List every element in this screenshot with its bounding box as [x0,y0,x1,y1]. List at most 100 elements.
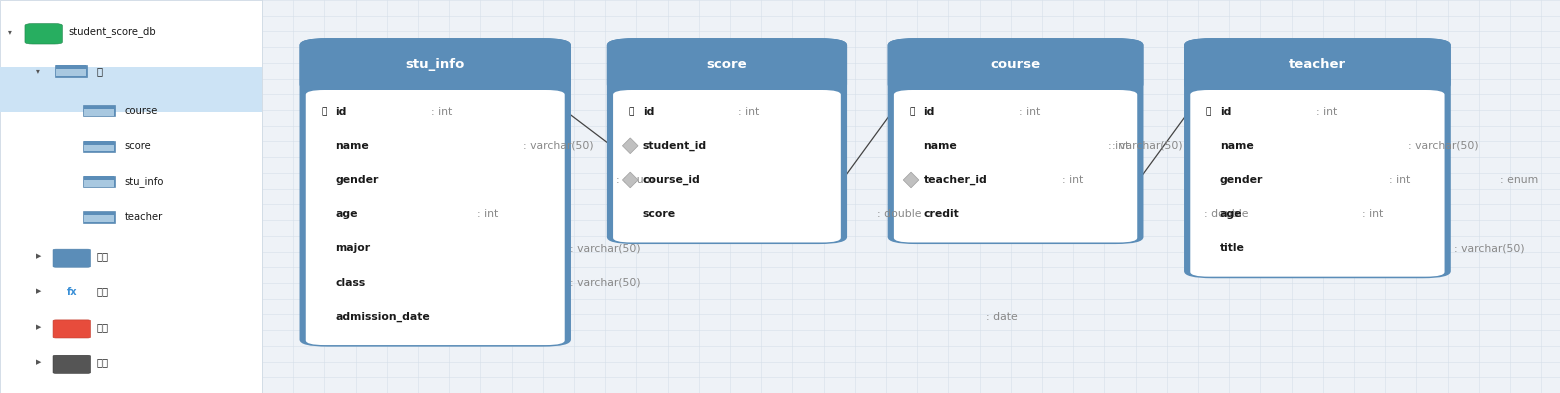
FancyBboxPatch shape [56,69,86,76]
Text: 🔑: 🔑 [629,107,633,116]
FancyBboxPatch shape [53,249,90,267]
FancyBboxPatch shape [1190,90,1445,277]
Text: 查询: 查询 [97,322,109,332]
FancyBboxPatch shape [53,320,90,338]
Text: : varchar(50): : varchar(50) [524,141,594,151]
Text: ▶: ▶ [36,253,41,259]
Text: 视图: 视图 [97,251,109,261]
Text: : int: : int [1388,175,1410,185]
Text: name: name [1220,141,1254,151]
FancyBboxPatch shape [0,0,262,393]
Text: ▾: ▾ [36,66,39,75]
Text: : int: : int [738,107,760,117]
FancyBboxPatch shape [1184,38,1451,92]
FancyBboxPatch shape [888,38,1143,92]
Text: course_id: course_id [643,175,700,185]
FancyBboxPatch shape [83,176,115,187]
Text: age: age [1220,209,1242,219]
FancyBboxPatch shape [84,109,114,116]
Text: score: score [643,209,675,219]
Text: 🔑: 🔑 [909,107,914,116]
Text: fx: fx [67,286,76,297]
FancyBboxPatch shape [55,65,87,77]
Text: ▶: ▶ [36,288,41,295]
Text: 🔑: 🔑 [321,107,326,116]
Text: 函数: 函数 [97,286,109,297]
Text: name: name [924,141,958,151]
Text: score: score [125,141,151,151]
Text: admission_date: admission_date [335,312,431,322]
Text: : double: : double [1204,209,1248,219]
Text: course: course [991,58,1041,72]
Text: 🔑: 🔑 [1206,107,1211,116]
Text: : int: : int [477,209,499,219]
Text: : varchar(50): : varchar(50) [1454,243,1524,253]
Polygon shape [622,138,638,154]
Text: gender: gender [335,175,379,185]
Text: title: title [1220,243,1245,253]
Text: : date: : date [986,312,1017,322]
FancyBboxPatch shape [25,24,62,44]
Text: : int: : int [1315,107,1337,117]
Text: credit: credit [924,209,959,219]
FancyBboxPatch shape [0,67,262,112]
Text: ▾: ▾ [8,27,11,36]
FancyBboxPatch shape [1184,38,1451,278]
Text: 表: 表 [97,66,103,76]
FancyBboxPatch shape [56,65,86,69]
FancyBboxPatch shape [84,215,114,222]
Text: student_id: student_id [643,141,707,151]
Text: : int: : int [1019,107,1041,117]
Text: score: score [707,58,747,72]
Text: stu_info: stu_info [406,58,465,72]
FancyBboxPatch shape [84,145,114,151]
Text: id: id [335,107,346,117]
FancyBboxPatch shape [83,105,115,116]
FancyBboxPatch shape [607,38,847,92]
Text: : enum: : enum [1501,175,1538,185]
FancyBboxPatch shape [84,180,114,187]
Polygon shape [622,172,638,188]
Text: id: id [1220,107,1231,117]
Polygon shape [903,172,919,188]
Text: teacher_id: teacher_id [924,175,987,185]
FancyBboxPatch shape [84,212,114,215]
Text: gender: gender [1220,175,1264,185]
Text: : varchar(50): : varchar(50) [1409,141,1479,151]
Text: : int: : int [1062,175,1083,185]
Text: teacher: teacher [125,212,164,222]
FancyBboxPatch shape [613,90,841,242]
Text: : varchar(50): : varchar(50) [569,277,640,288]
Text: id: id [643,107,654,117]
Text: 备份: 备份 [97,357,109,367]
Text: : varchar(50): : varchar(50) [569,243,640,253]
Text: age: age [335,209,357,219]
Text: ▶: ▶ [36,324,41,330]
FancyBboxPatch shape [300,38,571,347]
Text: id: id [924,107,934,117]
Text: : varchar(50): : varchar(50) [1112,141,1182,151]
Text: : int: : int [1108,141,1129,151]
FancyBboxPatch shape [53,355,90,373]
FancyBboxPatch shape [83,211,115,222]
Text: : int: : int [431,107,452,117]
FancyBboxPatch shape [306,90,565,345]
FancyBboxPatch shape [300,38,571,92]
Text: teacher: teacher [1289,58,1346,72]
Text: : double: : double [877,209,922,219]
Text: course: course [125,106,158,116]
FancyBboxPatch shape [84,141,114,145]
Text: ▶: ▶ [36,359,41,365]
FancyBboxPatch shape [888,38,1143,244]
Text: name: name [335,141,370,151]
Text: : enum: : enum [616,175,654,185]
Text: major: major [335,243,371,253]
FancyBboxPatch shape [84,176,114,180]
Text: class: class [335,277,365,288]
Text: stu_info: stu_info [125,176,164,187]
FancyBboxPatch shape [83,141,115,152]
Text: : int: : int [1362,209,1384,219]
FancyBboxPatch shape [894,90,1137,242]
FancyBboxPatch shape [84,106,114,109]
FancyBboxPatch shape [607,38,847,244]
